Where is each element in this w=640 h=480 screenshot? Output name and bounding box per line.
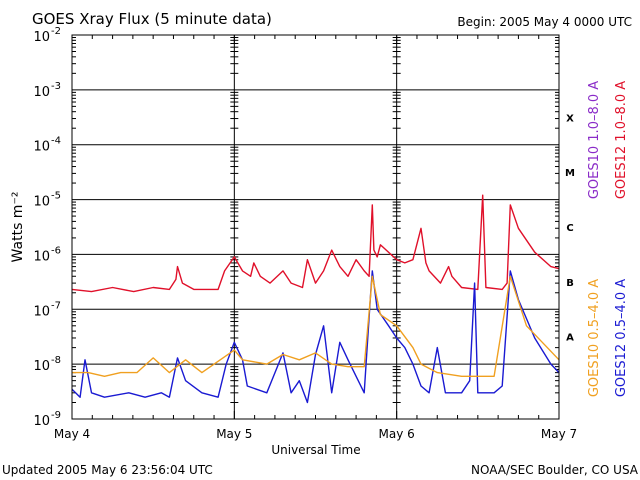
x-tick-labels: May 4 May 5 May 6 May 7 bbox=[54, 427, 577, 441]
flare-class-label: C bbox=[566, 223, 573, 234]
y-tick-label: 10 bbox=[33, 140, 50, 155]
x-tick-label: May 6 bbox=[379, 427, 415, 441]
y-tick-exponent: -8 bbox=[51, 355, 61, 366]
y-tick-label: 10 bbox=[33, 30, 50, 45]
credit-label: NOAA/SEC Boulder, CO USA bbox=[471, 463, 639, 477]
legend-entry: GOES12 0.5–4.0 A bbox=[614, 279, 629, 397]
legend-entry: GOES12 1.0–8.0 A bbox=[614, 81, 629, 199]
y-tick-exponent: -7 bbox=[51, 300, 61, 311]
legend-entry: GOES10 1.0–8.0 A bbox=[587, 81, 602, 199]
legend-entry: GOES10 0.5–4.0 A bbox=[587, 279, 602, 397]
y-tick-exponent: -4 bbox=[51, 136, 61, 147]
chart-title: GOES Xray Flux (5 minute data) bbox=[32, 10, 272, 28]
x-tick-label: May 4 bbox=[54, 427, 90, 441]
updated-label: Updated 2005 May 6 23:56:04 UTC bbox=[2, 463, 213, 477]
x-axis-label: Universal Time bbox=[271, 443, 360, 457]
y-tick-label: 10 bbox=[33, 359, 50, 374]
y-tick-label: 10 bbox=[33, 195, 50, 210]
y-tick-label: 10 bbox=[33, 85, 50, 100]
grid-layer bbox=[71, 35, 560, 419]
x-tick-label: May 7 bbox=[541, 427, 577, 441]
y-tick-label: 10 bbox=[33, 304, 50, 319]
y-tick-exponent: -5 bbox=[51, 191, 61, 202]
x-tick-label: May 5 bbox=[216, 427, 252, 441]
legend: GOES12 1.0–8.0 A GOES12 0.5–4.0 A GOES10 1… bbox=[587, 81, 629, 397]
flare-class-label: A bbox=[566, 333, 574, 344]
y-tick-exponent: -6 bbox=[51, 245, 61, 256]
series-layer bbox=[71, 194, 560, 404]
y-tick-label: 10 bbox=[33, 414, 50, 429]
flare-class-labels: X M C B A bbox=[565, 113, 575, 343]
flare-class-label: B bbox=[566, 278, 574, 289]
y-tick-exponent: -9 bbox=[51, 410, 61, 421]
series-line bbox=[71, 270, 560, 404]
y-tick-exponent: -2 bbox=[51, 26, 61, 37]
series-line bbox=[72, 275, 560, 377]
plot-frame bbox=[71, 34, 560, 420]
y-tick-label: 10 bbox=[33, 249, 50, 264]
y-axis-label: Watts m⁻² bbox=[10, 192, 26, 263]
series-line bbox=[71, 194, 560, 293]
y-tick-exponent: -3 bbox=[51, 81, 61, 92]
begin-label: Begin: 2005 May 4 0000 UTC bbox=[457, 15, 632, 29]
y-tick-labels: 10-210-310-410-510-610-710-810-9 bbox=[33, 26, 61, 429]
flare-class-label: M bbox=[565, 168, 575, 179]
flare-class-label: X bbox=[566, 113, 574, 124]
